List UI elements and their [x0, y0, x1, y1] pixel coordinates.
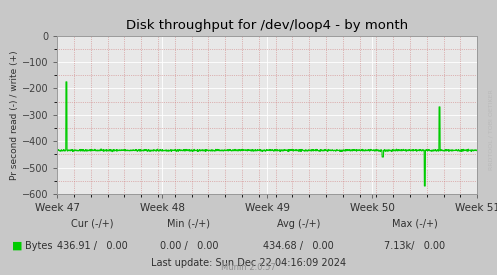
Text: Munin 2.0.57: Munin 2.0.57 [221, 263, 276, 272]
Text: ■: ■ [12, 241, 23, 251]
Text: Max (-/+): Max (-/+) [392, 219, 438, 229]
Text: Avg (-/+): Avg (-/+) [276, 219, 320, 229]
Text: 7.13k/   0.00: 7.13k/ 0.00 [385, 241, 445, 251]
Text: RRDTOOL / TOBI OETIKER: RRDTOOL / TOBI OETIKER [489, 89, 494, 170]
Text: Cur (-/+): Cur (-/+) [71, 219, 113, 229]
Y-axis label: Pr second read (-) / write (+): Pr second read (-) / write (+) [10, 50, 19, 180]
Text: Min (-/+): Min (-/+) [167, 219, 210, 229]
Text: 436.91 /   0.00: 436.91 / 0.00 [57, 241, 127, 251]
Text: Last update: Sun Dec 22 04:16:09 2024: Last update: Sun Dec 22 04:16:09 2024 [151, 258, 346, 268]
Text: 434.68 /   0.00: 434.68 / 0.00 [263, 241, 333, 251]
Text: Bytes: Bytes [25, 241, 52, 251]
Title: Disk throughput for /dev/loop4 - by month: Disk throughput for /dev/loop4 - by mont… [126, 19, 408, 32]
Text: 0.00 /   0.00: 0.00 / 0.00 [160, 241, 218, 251]
